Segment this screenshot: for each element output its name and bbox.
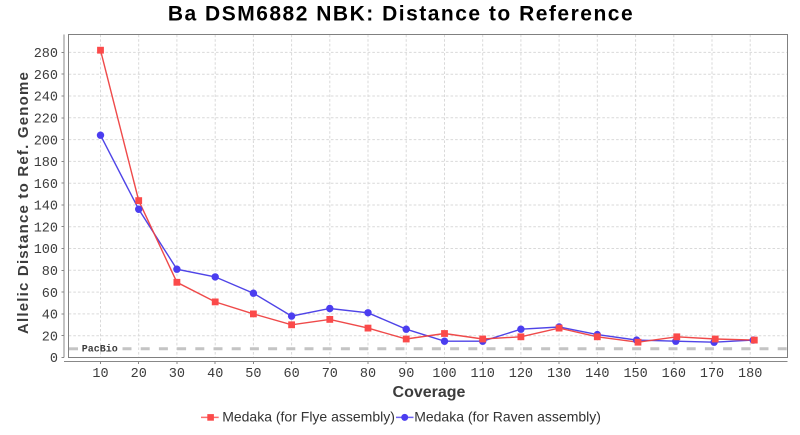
svg-text:140: 140 xyxy=(34,200,58,215)
svg-text:40: 40 xyxy=(42,309,58,324)
svg-text:280: 280 xyxy=(34,47,58,62)
svg-text:10: 10 xyxy=(92,367,108,382)
svg-text:20: 20 xyxy=(42,330,58,345)
svg-text:20: 20 xyxy=(131,367,147,382)
svg-text:PacBio: PacBio xyxy=(82,344,118,356)
svg-text:50: 50 xyxy=(245,367,261,382)
svg-text:110: 110 xyxy=(471,367,495,382)
svg-text:120: 120 xyxy=(509,367,533,382)
svg-text:220: 220 xyxy=(34,113,58,128)
svg-text:160: 160 xyxy=(34,178,58,193)
svg-text:120: 120 xyxy=(34,221,58,236)
svg-text:Coverage: Coverage xyxy=(393,384,466,401)
svg-text:260: 260 xyxy=(34,69,58,84)
svg-text:170: 170 xyxy=(700,367,724,382)
svg-text:240: 240 xyxy=(34,91,58,106)
svg-text:100: 100 xyxy=(34,243,58,258)
svg-text:0: 0 xyxy=(50,352,58,367)
svg-text:40: 40 xyxy=(207,367,223,382)
svg-text:180: 180 xyxy=(738,367,762,382)
svg-text:80: 80 xyxy=(360,367,376,382)
svg-text:70: 70 xyxy=(322,367,338,382)
svg-text:Allelic Distance to Ref. Genom: Allelic Distance to Ref. Genome xyxy=(15,71,32,334)
svg-text:Medaka (for Raven assembly): Medaka (for Raven assembly) xyxy=(414,408,601,424)
svg-text:30: 30 xyxy=(169,367,185,382)
svg-text:Ba DSM6882 NBK: Distance to Re: Ba DSM6882 NBK: Distance to Reference xyxy=(168,3,634,26)
svg-text:150: 150 xyxy=(623,367,647,382)
svg-text:90: 90 xyxy=(398,367,414,382)
svg-text:Medaka (for Flye assembly): Medaka (for Flye assembly) xyxy=(222,408,395,424)
svg-text:130: 130 xyxy=(547,367,571,382)
svg-text:80: 80 xyxy=(42,265,58,280)
svg-text:180: 180 xyxy=(34,156,58,171)
svg-text:60: 60 xyxy=(42,287,58,302)
svg-text:200: 200 xyxy=(34,134,58,149)
svg-text:140: 140 xyxy=(585,367,609,382)
svg-text:160: 160 xyxy=(662,367,686,382)
svg-text:60: 60 xyxy=(283,367,299,382)
svg-text:100: 100 xyxy=(432,367,456,382)
